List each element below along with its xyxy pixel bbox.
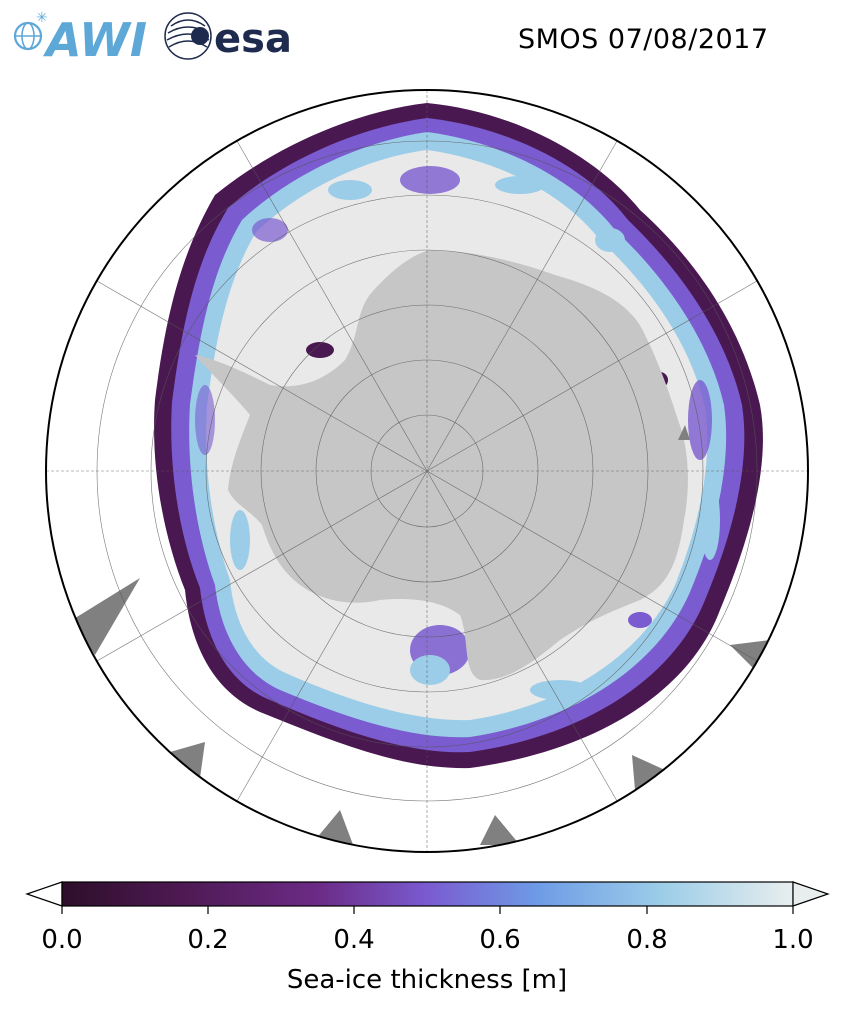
svg-text:✳: ✳ xyxy=(36,10,48,26)
map-title: SMOS 07/08/2017 xyxy=(518,24,769,55)
map-boundary xyxy=(45,89,809,853)
colorbar-gradient xyxy=(61,881,794,907)
svg-text:AWI: AWI xyxy=(43,13,147,66)
colorbar-tick-label: 0.2 xyxy=(187,925,229,955)
esa-logo: esa xyxy=(164,12,292,62)
colorbar-tick-label: 0.0 xyxy=(41,925,83,955)
colorbar-extend-high xyxy=(792,881,830,907)
logos: ✳ AWI esa xyxy=(6,6,306,67)
ice-patches xyxy=(195,166,720,700)
graticule-meridians xyxy=(46,90,808,852)
colorbar-ticks xyxy=(61,906,794,914)
colorbar-tick-label: 0.4 xyxy=(333,925,375,955)
colorbar-title: Sea-ice thickness [m] xyxy=(286,965,568,995)
colorbar-tick-label: 0.6 xyxy=(479,925,521,955)
colorbar xyxy=(25,881,830,914)
colorbar-extend-low xyxy=(25,881,63,907)
svg-text:esa: esa xyxy=(214,16,292,62)
antarctica-landmass xyxy=(195,250,688,681)
colorbar-tick-label: 1.0 xyxy=(772,925,814,955)
colorbar-tick-label: 0.8 xyxy=(626,925,668,955)
awi-logo: ✳ AWI xyxy=(13,10,147,67)
